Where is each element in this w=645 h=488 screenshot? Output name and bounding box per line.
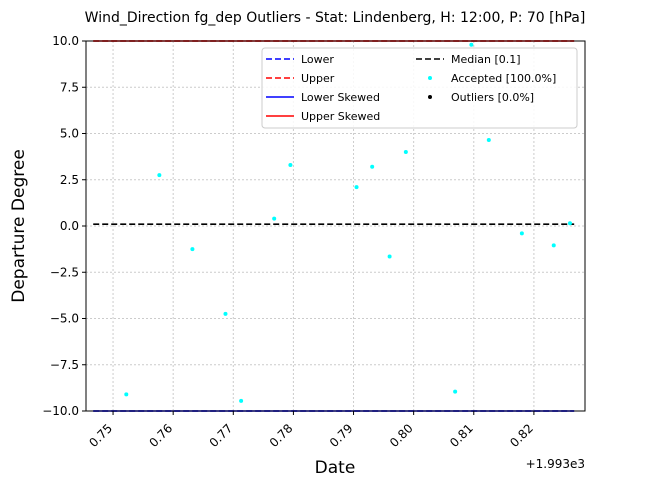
data-point <box>354 185 359 190</box>
y-tick-label: −2.5 <box>50 265 79 279</box>
y-tick-label: 7.5 <box>60 80 79 94</box>
y-tick-label: 0.0 <box>60 219 79 233</box>
data-point <box>157 173 162 178</box>
data-point <box>469 42 474 47</box>
y-tick-label: −7.5 <box>50 358 79 372</box>
data-point <box>387 254 392 259</box>
legend-label-accepted-100-0: Accepted [100.0%] <box>451 72 556 85</box>
legend-label-outliers-0-0: Outliers [0.0%] <box>451 91 534 104</box>
data-point <box>223 311 228 316</box>
data-point <box>551 243 556 248</box>
y-tick-label: 10.0 <box>52 34 79 48</box>
data-point <box>190 247 195 252</box>
data-point <box>370 164 375 169</box>
y-tick-label: −10.0 <box>42 404 79 418</box>
data-point <box>519 231 524 236</box>
legend: Lower Upper Lower Skewed Upper Skewed Median… <box>261 47 578 129</box>
legend-label-upper-skewed: Upper Skewed <box>301 110 380 123</box>
y-axis-label: Departure Degree <box>9 149 29 303</box>
data-point <box>486 137 491 142</box>
y-axis-ticks: −10.0 −7.5 −5.0 −2.5 0.0 2.5 5.0 7.5 10.0 <box>42 34 86 418</box>
legend-box <box>261 47 578 129</box>
legend-swatch-outliers-0-0 <box>428 95 432 99</box>
y-tick-label: 5.0 <box>60 127 79 141</box>
data-point <box>567 221 572 226</box>
data-point <box>124 392 129 397</box>
data-point <box>272 216 277 221</box>
data-point <box>453 389 458 394</box>
data-point <box>288 162 293 167</box>
chart-title: Wind_Direction fg_dep Outliers - Stat: L… <box>85 10 586 26</box>
data-point <box>239 398 244 403</box>
legend-label-median-0-1: Median [0.1] <box>451 53 521 66</box>
y-tick-label: 2.5 <box>60 173 79 187</box>
legend-label-lower: Lower <box>301 53 334 66</box>
x-axis-label: Date <box>315 458 356 478</box>
legend-label-lower-skewed: Lower Skewed <box>301 91 380 104</box>
legend-swatch-accepted-100-0 <box>428 76 432 80</box>
data-point <box>403 150 408 154</box>
y-tick-label: −5.0 <box>50 312 79 326</box>
x-axis-offset-label: +1.993e3 <box>526 457 585 471</box>
legend-label-upper: Upper <box>301 72 335 85</box>
data-points <box>124 42 572 403</box>
